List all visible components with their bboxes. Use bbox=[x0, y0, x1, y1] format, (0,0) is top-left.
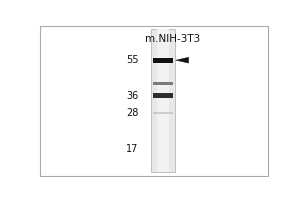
Text: m.NIH-3T3: m.NIH-3T3 bbox=[145, 34, 200, 44]
Text: 55: 55 bbox=[126, 55, 139, 65]
Bar bbox=[152, 29, 175, 172]
Bar bbox=[157, 29, 169, 172]
Bar bbox=[153, 82, 173, 85]
Text: 36: 36 bbox=[126, 91, 139, 101]
Text: 17: 17 bbox=[126, 144, 139, 154]
Bar bbox=[153, 58, 173, 63]
Bar bbox=[153, 112, 173, 114]
Bar bbox=[153, 93, 173, 98]
Polygon shape bbox=[176, 57, 189, 63]
Text: 28: 28 bbox=[126, 108, 139, 118]
